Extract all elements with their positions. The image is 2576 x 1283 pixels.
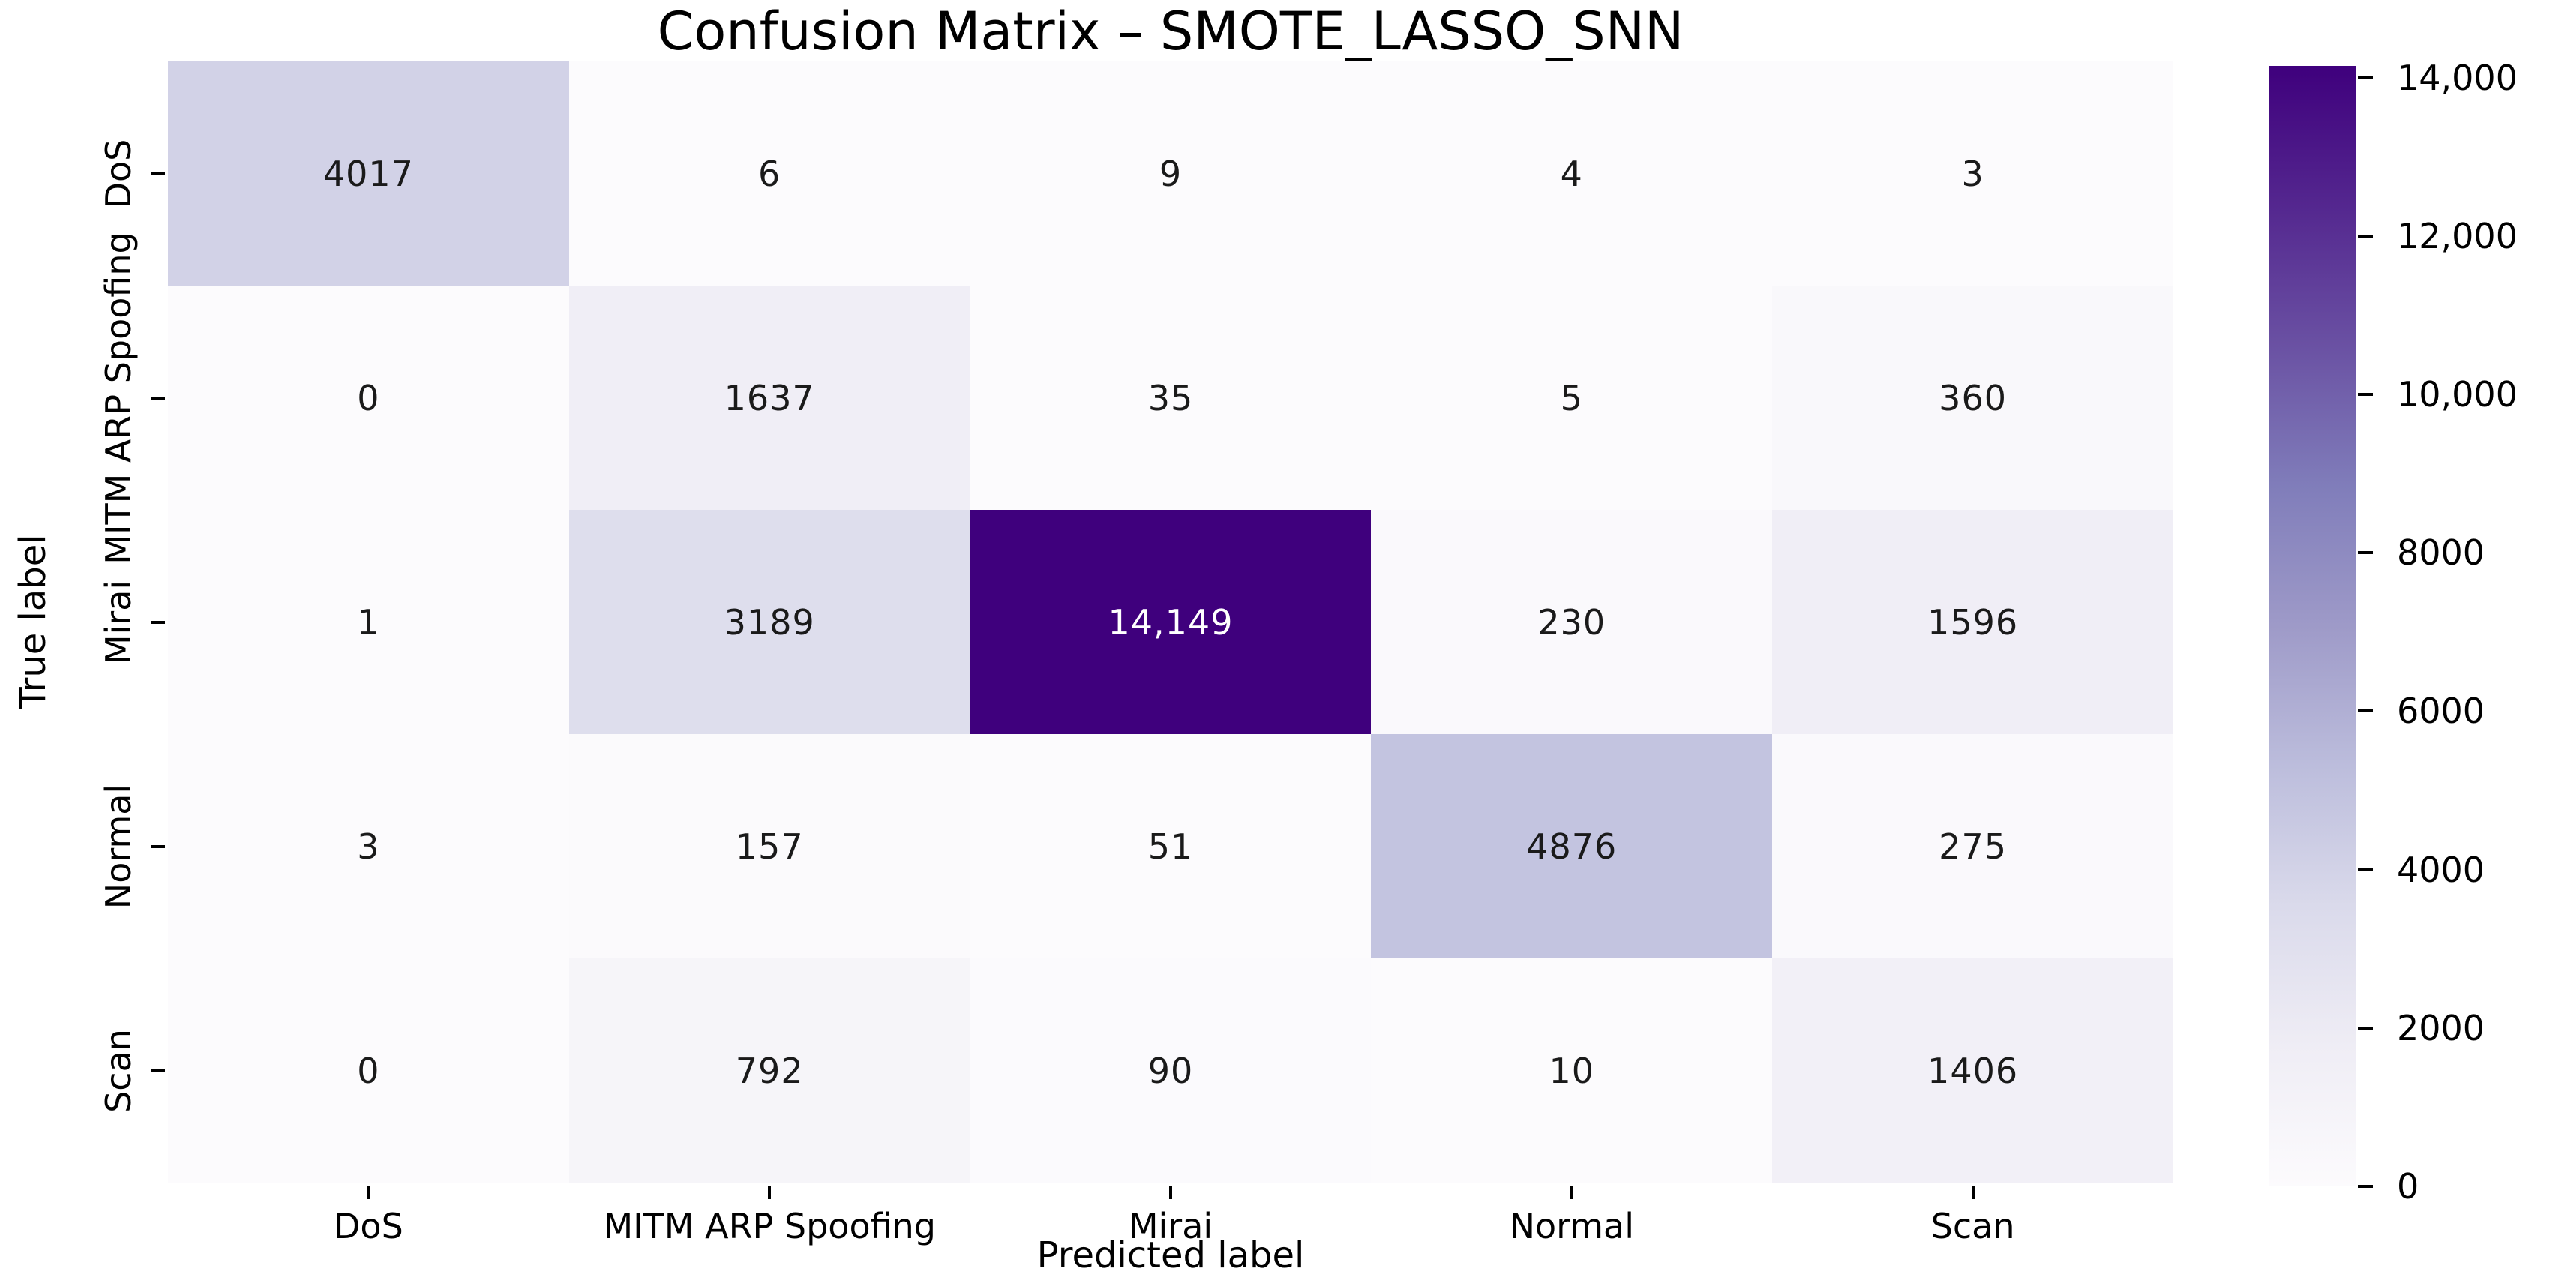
cell-value: 4	[1560, 153, 1583, 194]
cell-value: 6	[758, 153, 781, 194]
y-axis-label: True label	[12, 534, 54, 709]
cell-value: 4017	[322, 153, 414, 194]
cell-value: 275	[1939, 826, 2007, 867]
heatmap-cell: 9	[970, 61, 1372, 286]
heatmap-cell: 35	[970, 286, 1372, 510]
x-tick-mark	[1971, 1186, 1975, 1199]
cell-value: 3	[357, 826, 380, 867]
colorbar-tick-mark	[2358, 234, 2373, 238]
y-tick-label: Scan	[98, 1028, 139, 1113]
x-tick-label: DoS	[334, 1206, 403, 1246]
heatmap-cell: 792	[568, 958, 970, 1183]
x-tick-label: Normal	[1509, 1206, 1635, 1246]
heatmap-cell: 5	[1371, 286, 1773, 510]
heatmap-cell: 1406	[1772, 958, 2173, 1183]
heatmap-cell: 230	[1371, 510, 1773, 734]
colorbar-tick-mark	[2358, 393, 2373, 397]
heatmap-cell: 0	[168, 958, 569, 1183]
cell-value: 157	[735, 826, 804, 867]
x-tick-mark	[1169, 1186, 1172, 1199]
chart-title: Confusion Matrix – SMOTE_LASSO_SNN	[657, 1, 1684, 62]
x-axis-label: Predicted label	[1036, 1234, 1305, 1276]
heatmap-cell: 3	[1772, 61, 2173, 286]
heatmap-cell: 157	[568, 734, 970, 958]
cell-value: 10	[1549, 1050, 1595, 1091]
heatmap-cell: 4017	[168, 61, 569, 286]
cell-value: 230	[1537, 601, 1606, 643]
y-tick-mark	[151, 172, 165, 175]
y-tick-label: DoS	[98, 139, 139, 208]
heatmap-cell: 1596	[1772, 510, 2173, 734]
colorbar-tick-label: 14,000	[2397, 57, 2518, 98]
colorbar-tick-mark	[2358, 76, 2373, 79]
cell-value: 5	[1560, 377, 1583, 418]
cell-value: 0	[357, 377, 380, 418]
heatmap-cell: 90	[970, 958, 1372, 1183]
x-tick-label: Mirai	[1128, 1206, 1213, 1246]
cell-value: 1	[357, 601, 380, 643]
colorbar-tick-label: 8000	[2397, 532, 2485, 574]
cell-value: 35	[1147, 377, 1194, 418]
x-tick-mark	[1570, 1186, 1573, 1199]
colorbar-gradient	[2269, 66, 2356, 1186]
colorbar-tick-label: 12,000	[2397, 215, 2518, 256]
colorbar-tick-label: 10,000	[2397, 374, 2518, 415]
colorbar-tick-label: 6000	[2397, 691, 2485, 732]
heatmap-cell: 10	[1371, 958, 1773, 1183]
heatmap-cell: 4	[1371, 61, 1773, 286]
heatmap-cell: 0	[168, 286, 569, 510]
cell-value: 1596	[1927, 601, 2019, 643]
colorbar-tick-mark	[2358, 551, 2373, 555]
heatmap-cell: 1	[168, 510, 569, 734]
heatmap-cell: 3	[168, 734, 569, 958]
cell-value: 9	[1159, 153, 1183, 194]
heatmap-cell: 3189	[568, 510, 970, 734]
x-tick-mark	[768, 1186, 772, 1199]
y-tick-label: Normal	[98, 784, 139, 909]
x-tick-mark	[367, 1186, 370, 1199]
y-tick-label: MITM ARP Spoofing	[98, 231, 139, 565]
y-tick-mark	[151, 1069, 165, 1072]
cell-value: 1637	[724, 377, 815, 418]
y-tick-mark	[151, 620, 165, 624]
cell-value: 792	[735, 1050, 804, 1091]
cell-value: 1406	[1927, 1050, 2019, 1091]
cell-value: 90	[1147, 1050, 1194, 1091]
cell-value: 360	[1939, 377, 2007, 418]
cell-value: 3	[1961, 153, 1984, 194]
heatmap-cell: 14,149	[970, 510, 1372, 734]
cell-value: 14,149	[1108, 601, 1234, 643]
heatmap-cell: 6	[568, 61, 970, 286]
cell-value: 4876	[1526, 826, 1618, 867]
colorbar-tick-label: 0	[2397, 1166, 2419, 1207]
cell-value: 3189	[724, 601, 815, 643]
y-tick-mark	[151, 844, 165, 848]
colorbar-tick-label: 2000	[2397, 1007, 2485, 1048]
cell-value: 0	[357, 1050, 380, 1091]
colorbar-tick-label: 4000	[2397, 849, 2485, 890]
colorbar-tick-mark	[2358, 709, 2373, 713]
cell-value: 51	[1147, 826, 1194, 867]
x-tick-label: MITM ARP Spoofing	[603, 1206, 936, 1246]
y-tick-label: Mirai	[98, 580, 139, 664]
heatmap-cell: 275	[1772, 734, 2173, 958]
heatmap-cell: 1637	[568, 286, 970, 510]
colorbar-tick-mark	[2358, 868, 2373, 871]
x-tick-label: Scan	[1930, 1206, 2015, 1246]
heatmap-cell: 51	[970, 734, 1372, 958]
heatmap-cell: 4876	[1371, 734, 1773, 958]
heatmap-cell: 360	[1772, 286, 2173, 510]
colorbar-tick-mark	[2358, 1026, 2373, 1030]
colorbar-tick-mark	[2358, 1185, 2373, 1188]
heatmap-grid: 4017 6 9 4 3 0 1637 35 5 360 1 3189 14,149 230 1596 3 15…	[168, 61, 2173, 1183]
y-tick-mark	[151, 396, 165, 400]
